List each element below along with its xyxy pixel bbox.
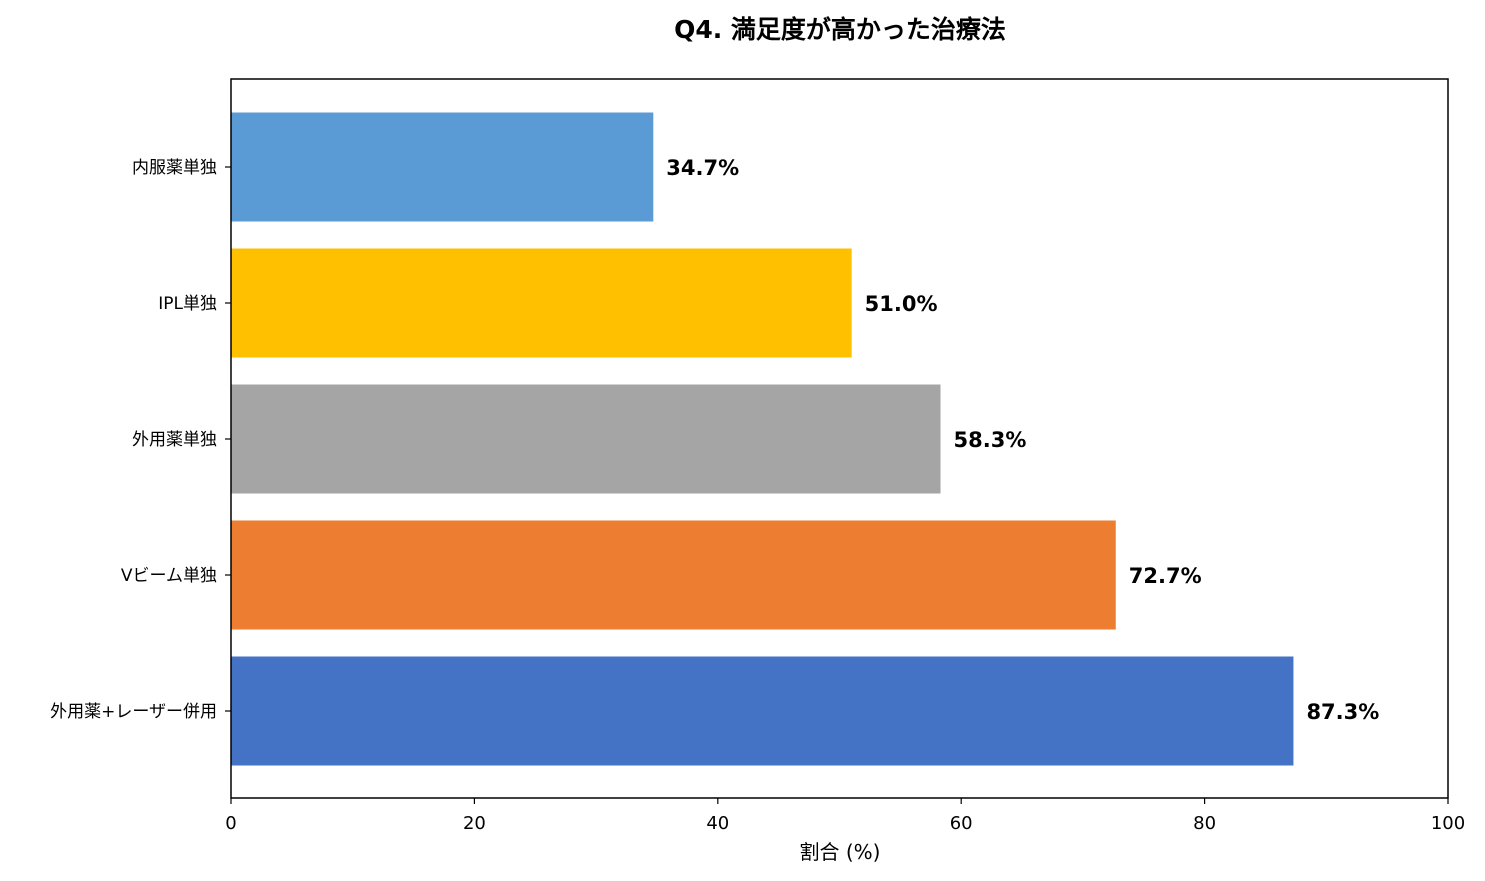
data-label: 58.3% xyxy=(954,428,1027,452)
y-tick-label: 内服薬単独 xyxy=(132,158,217,178)
y-tick-label: 外用薬単独 xyxy=(132,430,217,450)
x-tick-label: 100 xyxy=(1431,813,1465,834)
x-tick-label: 40 xyxy=(706,813,729,834)
y-tick-label: IPL単独 xyxy=(158,294,217,314)
x-axis: 0 20 40 60 80 100 xyxy=(225,798,1465,834)
bar xyxy=(231,384,941,494)
x-tick-label: 20 xyxy=(463,813,486,834)
chart-title: Q4. 満足度が高かった治療法 xyxy=(674,15,1006,44)
data-label: 51.0% xyxy=(865,292,938,316)
data-label: 87.3% xyxy=(1306,700,1379,724)
x-tick-label: 80 xyxy=(1193,813,1216,834)
bar xyxy=(231,520,1116,630)
bar xyxy=(231,112,654,222)
x-tick-label: 60 xyxy=(950,813,973,834)
data-label: 72.7% xyxy=(1129,564,1202,588)
y-tick-label: 外用薬+レーザー併用 xyxy=(50,702,217,722)
bar xyxy=(231,248,852,358)
bar xyxy=(231,656,1294,766)
bars-layer: 87.3% 72.7% 58.3% 51.0% 34.7% xyxy=(231,112,1379,766)
x-tick-label: 0 xyxy=(225,813,236,834)
y-axis: 外用薬+レーザー併用 Vビーム単独 外用薬単独 IPL単独 内服薬単独 xyxy=(50,158,231,722)
x-axis-label: 割合 (%) xyxy=(800,840,881,864)
y-tick-label: Vビーム単独 xyxy=(121,566,217,586)
data-label: 34.7% xyxy=(666,156,739,180)
